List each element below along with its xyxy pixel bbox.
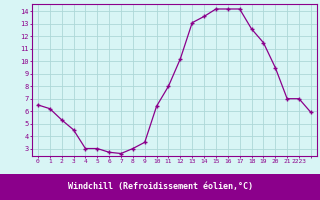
Text: Windchill (Refroidissement éolien,°C): Windchill (Refroidissement éolien,°C) bbox=[68, 182, 252, 192]
